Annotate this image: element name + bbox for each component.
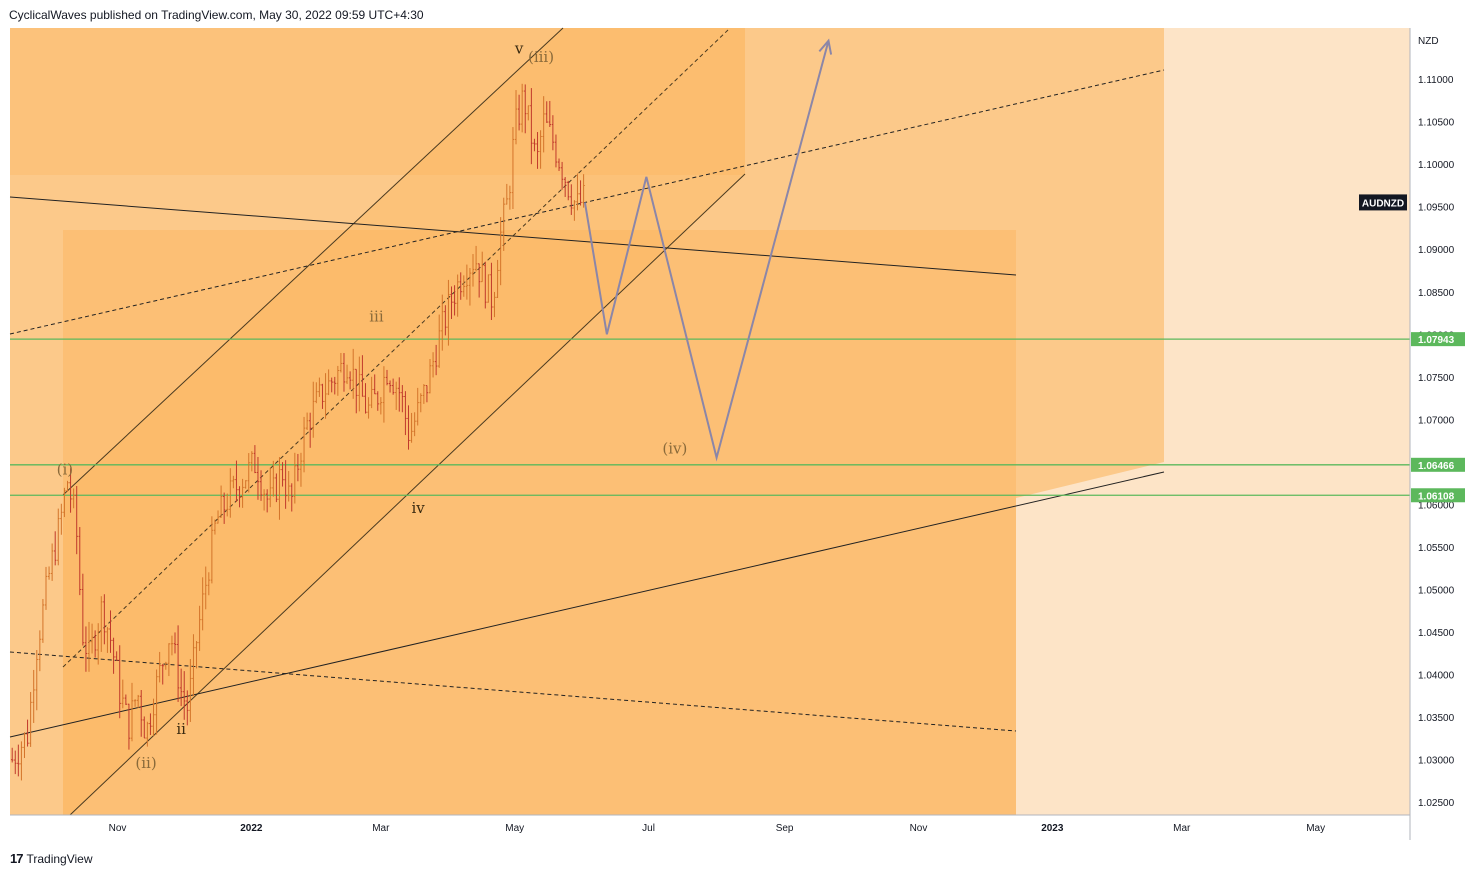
price-tags: 1.07943 1.06466 1.06108 AUDNZD [1359, 194, 1465, 503]
footer-brand[interactable]: TradingView [26, 851, 93, 866]
price-level-tag [1411, 332, 1465, 347]
y-tick-label: 1.03000 [1418, 756, 1455, 767]
x-tick-label: Nov [910, 823, 928, 834]
wave-label: v [514, 40, 524, 58]
y-tick-label: 1.10500 [1418, 118, 1455, 129]
trendline-upper-channel [62, 27, 564, 496]
y-tick-label: 1.09000 [1418, 245, 1455, 256]
wave-label: iv [412, 499, 426, 517]
zone-outer [10, 28, 1164, 815]
x-tick-label: May [505, 823, 524, 834]
zone-upper-block [10, 28, 745, 175]
price-level-tag-label: 1.06108 [1418, 491, 1455, 502]
y-tick-label: 1.04500 [1418, 628, 1455, 639]
y-tick-label: 1.03500 [1418, 713, 1455, 724]
y-tick-label: 1.09500 [1418, 203, 1455, 214]
y-tick-label: 1.08500 [1418, 288, 1455, 299]
y-tick-label: 1.02500 [1418, 798, 1455, 809]
y-tick-label: 1.07000 [1418, 415, 1455, 426]
price-level-tag [1411, 488, 1465, 503]
x-tick-label: Sep [776, 823, 794, 834]
symbol-tag-label: AUDNZD [1362, 198, 1404, 209]
wave-label: (iv) [662, 439, 687, 457]
x-tick-label: Mar [1173, 823, 1191, 834]
y-tick-label: 1.11000 [1418, 75, 1454, 86]
publish-info: CyclicalWaves published on TradingView.c… [9, 8, 424, 22]
wave-label: (iii) [528, 48, 554, 66]
y-tick-label: 1.07500 [1418, 373, 1455, 384]
wave-label: (i) [57, 461, 74, 479]
projection-line [583, 40, 830, 462]
trendline-long-dashed [9, 69, 1165, 335]
trendline-support [9, 471, 1165, 738]
trendline-resistance [9, 196, 1017, 276]
projection-path [583, 38, 833, 462]
tradingview-logo-icon: 17 [10, 851, 24, 866]
y-tick-label: 1.05500 [1418, 543, 1455, 554]
x-tick-label: 2023 [1041, 823, 1064, 834]
x-tick-label: Jul [642, 823, 655, 834]
y-axis[interactable]: 1.11000 1.10500 1.10000 1.09500 1.09000 1.085… [1418, 75, 1455, 809]
candlestick-series [10, 83, 585, 781]
trendline-lower-channel [69, 173, 746, 816]
footer: 17 TradingView [10, 851, 93, 866]
wave-label: (ii) [135, 754, 156, 772]
wave-label: iii [369, 308, 384, 326]
currency-label: NZD [1418, 36, 1439, 47]
y-tick-label: 1.10000 [1418, 160, 1455, 171]
y-tick-label: 1.05000 [1418, 586, 1455, 597]
x-tick-label: 2022 [240, 823, 263, 834]
zone-channel-fill [63, 28, 745, 815]
projection-arrowhead [818, 38, 833, 55]
x-tick-label: Mar [372, 823, 390, 834]
price-level-lines [10, 338, 1410, 496]
wave-label: ii [176, 720, 186, 738]
price-level-tag-label: 1.07943 [1418, 335, 1455, 346]
y-tick-label: 1.06000 [1418, 500, 1455, 511]
x-tick-label: May [1306, 823, 1325, 834]
price-level-tag-label: 1.06466 [1418, 461, 1455, 472]
zone-lower-block [63, 230, 1016, 815]
x-axis[interactable]: Nov 2022 Mar May Jul Sep Nov 2023 Mar May [109, 823, 1325, 834]
x-tick-label: Nov [109, 823, 127, 834]
price-level-tag [1411, 457, 1465, 472]
y-tick-label: 1.04000 [1418, 671, 1455, 682]
symbol-tag [1359, 194, 1407, 211]
